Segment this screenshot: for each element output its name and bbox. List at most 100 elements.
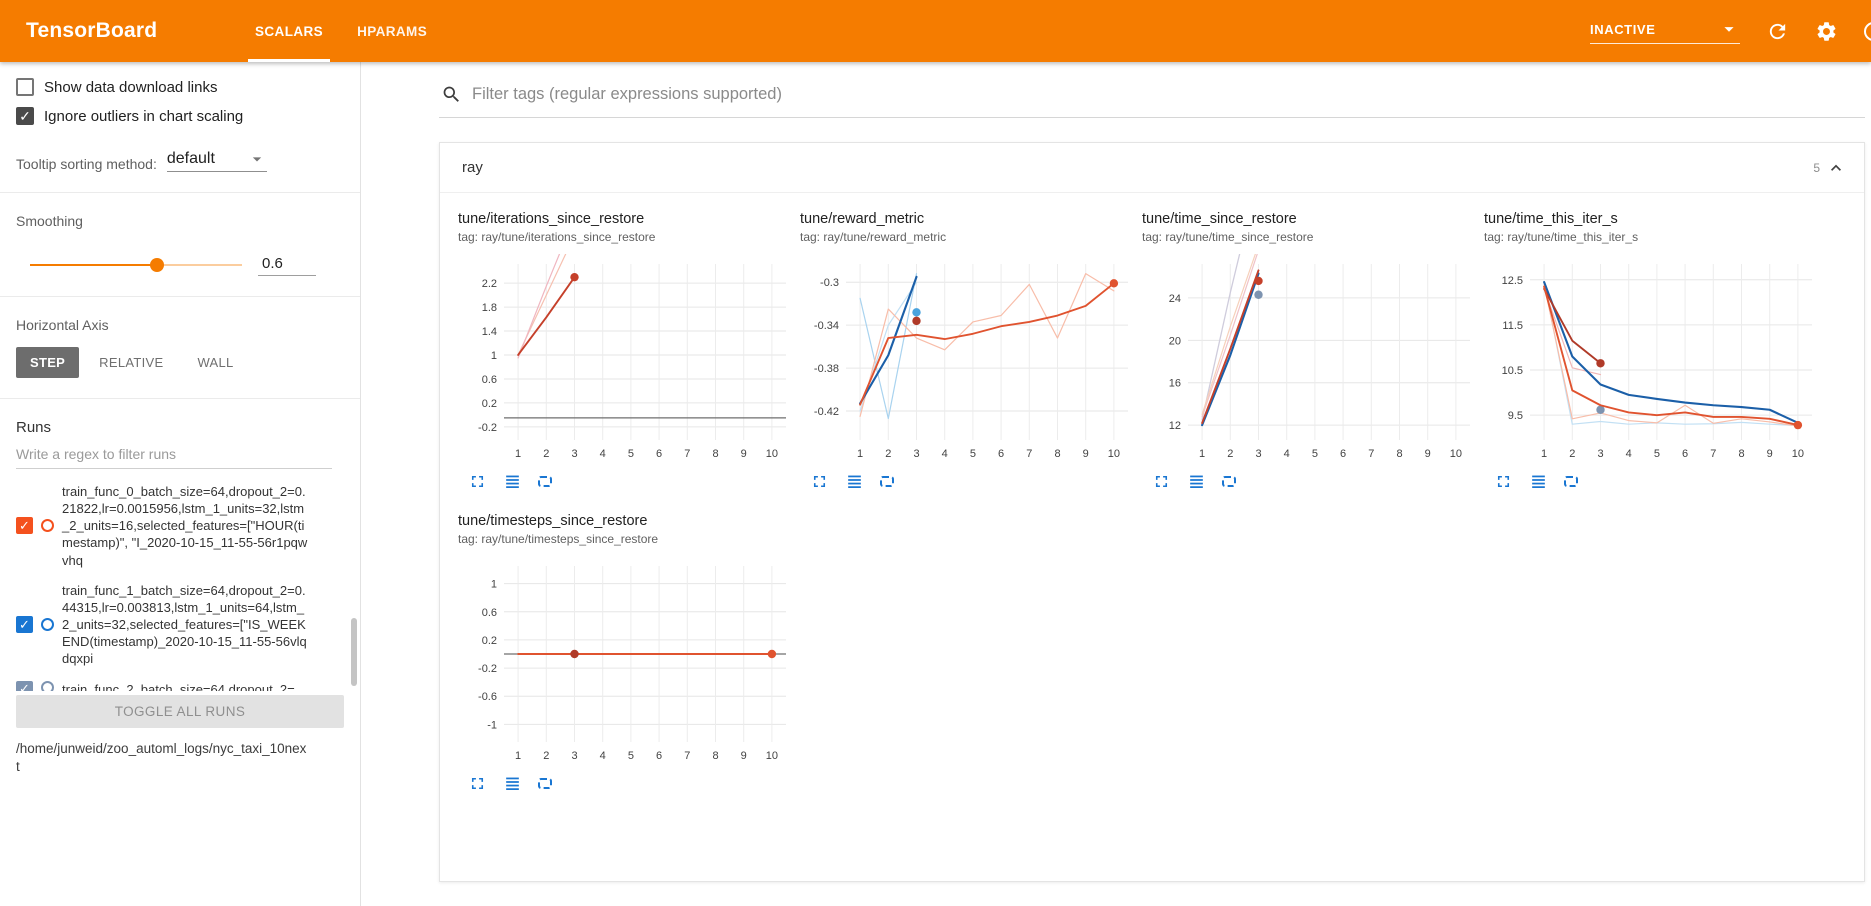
data-table-icon[interactable]	[503, 774, 522, 793]
svg-text:7: 7	[684, 448, 690, 460]
data-table-icon[interactable]	[503, 472, 522, 491]
svg-text:-0.2: -0.2	[478, 663, 497, 675]
tooltip-sorting-dropdown[interactable]: default	[166, 149, 267, 172]
tab-bar: SCALARS HPARAMS	[238, 0, 444, 62]
chart-card: tune/reward_metric tag: ray/tune/reward_m…	[800, 211, 1134, 491]
smoothing-label: Smoothing	[16, 213, 83, 229]
chart-card: tune/iterations_since_restore tag: ray/tu…	[458, 211, 792, 491]
data-table-icon[interactable]	[1187, 472, 1206, 491]
svg-text:1: 1	[515, 750, 521, 762]
svg-text:5: 5	[628, 750, 634, 762]
runs-scrollbar[interactable]	[351, 618, 357, 686]
runs-filter-input[interactable]	[16, 438, 332, 469]
run-checkbox-icon[interactable]: ✓	[16, 680, 33, 691]
data-table-icon[interactable]	[845, 472, 864, 491]
svg-text:3: 3	[1597, 448, 1603, 460]
show-download-links-label: Show data download links	[44, 78, 218, 96]
tab-hparams[interactable]: HPARAMS	[357, 23, 428, 39]
fit-domain-icon[interactable]	[538, 476, 552, 487]
run-label: train_func_2_batch_size=64,dropout_2=	[62, 681, 295, 691]
chevron-up-icon[interactable]	[1826, 158, 1846, 178]
run-isolate-radio-icon[interactable]	[41, 680, 54, 691]
run-label: train_func_0_batch_size=64,dropout_2=0.2…	[62, 484, 308, 568]
svg-text:8: 8	[712, 750, 718, 762]
section-header[interactable]: ray 5	[440, 143, 1864, 193]
svg-text:7: 7	[1368, 448, 1374, 460]
chart-plot-area[interactable]: -1 -0.6 -0.2 0.2 0.6 1 1 2 3 4 5 6 7 8 9 10	[458, 556, 792, 770]
divider	[0, 192, 360, 193]
slider-thumb[interactable]	[150, 257, 165, 272]
svg-text:10: 10	[1792, 448, 1804, 460]
show-download-links-row[interactable]: Show data download links	[16, 78, 344, 96]
chart-plot-area[interactable]: 9.5 10.5 11.5 12.5 1 2 3 4 5 6 7 8 9 10	[1484, 254, 1818, 468]
svg-text:0.2: 0.2	[482, 398, 497, 410]
chart-actions	[458, 774, 792, 793]
svg-text:20: 20	[1169, 335, 1181, 347]
svg-text:4: 4	[942, 448, 948, 460]
ignore-outliers-row[interactable]: ✓ Ignore outliers in chart scaling	[16, 107, 344, 125]
smoothing-value[interactable]: 0.6	[258, 253, 316, 276]
haxis-relative-button[interactable]: RELATIVE	[85, 347, 177, 378]
expand-icon[interactable]	[1494, 472, 1513, 491]
svg-text:2: 2	[885, 448, 891, 460]
run-checkbox-icon[interactable]: ✓	[16, 517, 33, 535]
svg-text:2: 2	[543, 448, 549, 460]
app-body: Show data download links ✓ Ignore outlie…	[0, 62, 1871, 906]
settings-sidebar: Show data download links ✓ Ignore outlie…	[0, 62, 361, 906]
chart-title: tune/reward_metric	[800, 211, 925, 227]
svg-text:12.5: 12.5	[1502, 275, 1523, 287]
run-item: ✓ train_func_0_batch_size=64,dropout_2=0.…	[16, 483, 344, 569]
chart-plot-area[interactable]: -0.2 0.2 0.6 1 1.4 1.8 2.2 1 2 3 4 5 6 7 8 9 10	[458, 254, 792, 468]
run-isolate-radio-icon[interactable]	[41, 519, 54, 533]
search-icon	[443, 86, 459, 102]
app-title: TensorBoard	[26, 19, 158, 42]
tag-filter-input[interactable]	[472, 85, 1863, 104]
svg-text:1: 1	[1541, 448, 1547, 460]
checkbox-unchecked-icon[interactable]	[16, 78, 34, 96]
svg-text:8: 8	[1396, 448, 1402, 460]
svg-text:9: 9	[1767, 448, 1773, 460]
svg-text:10: 10	[766, 750, 778, 762]
haxis-wall-button[interactable]: WALL	[183, 347, 247, 378]
smoothing-slider[interactable]	[30, 257, 242, 272]
svg-text:5: 5	[628, 448, 634, 460]
svg-text:12: 12	[1169, 420, 1181, 432]
help-icon[interactable]	[1864, 21, 1871, 41]
chart-plot-area[interactable]: -0.42 -0.38 -0.34 -0.3 1 2 3 4 5 6 7 8 9 10	[800, 254, 1134, 468]
refresh-icon[interactable]	[1766, 20, 1789, 43]
svg-text:4: 4	[600, 448, 606, 460]
fit-domain-icon[interactable]	[1564, 476, 1578, 487]
main-content: ray 5 tune/iterations_since_restore tag: …	[361, 62, 1871, 906]
expand-icon[interactable]	[810, 472, 829, 491]
expand-icon[interactable]	[468, 472, 487, 491]
svg-text:10.5: 10.5	[1502, 365, 1523, 377]
svg-text:6: 6	[656, 750, 662, 762]
checkbox-checked-icon[interactable]: ✓	[16, 107, 34, 125]
svg-text:1: 1	[491, 579, 497, 591]
expand-icon[interactable]	[468, 774, 487, 793]
runs-label: Runs	[16, 419, 52, 436]
fit-domain-icon[interactable]	[880, 476, 894, 487]
data-table-icon[interactable]	[1529, 472, 1548, 491]
haxis-step-button[interactable]: STEP	[16, 347, 80, 378]
svg-text:10: 10	[1450, 448, 1462, 460]
chart-card: tune/timesteps_since_restore tag: ray/tun…	[458, 513, 792, 793]
toggle-all-runs-button[interactable]: TOGGLE ALL RUNS	[16, 695, 344, 728]
run-checkbox-icon[interactable]: ✓	[16, 616, 33, 634]
fit-domain-icon[interactable]	[1222, 476, 1236, 487]
expand-icon[interactable]	[1152, 472, 1171, 491]
fit-domain-icon[interactable]	[538, 778, 552, 789]
chart-tag: tag: ray/tune/timesteps_since_restore	[458, 532, 659, 546]
tab-scalars[interactable]: SCALARS	[238, 0, 340, 62]
svg-text:7: 7	[684, 750, 690, 762]
divider	[0, 296, 360, 297]
run-isolate-radio-icon[interactable]	[41, 618, 54, 632]
status-dropdown[interactable]: INACTIVE	[1590, 18, 1740, 44]
run-label: train_func_1_batch_size=64,dropout_2=0.4…	[62, 582, 307, 667]
svg-text:24: 24	[1169, 293, 1181, 305]
status-value: INACTIVE	[1590, 21, 1656, 37]
svg-text:9: 9	[1083, 448, 1089, 460]
settings-gear-icon[interactable]	[1815, 20, 1838, 43]
